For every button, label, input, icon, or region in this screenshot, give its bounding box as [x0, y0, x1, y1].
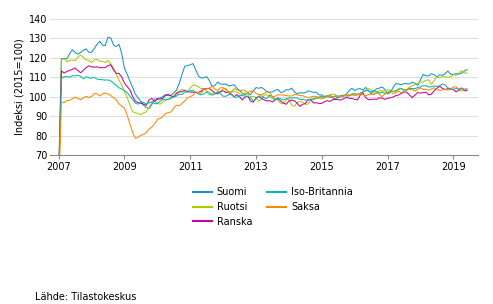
- Ranska: [395, 93, 401, 97]
- Iso-Britannia: [56, 183, 62, 187]
- Ranska: [56, 178, 62, 181]
- Saksa: [395, 89, 401, 93]
- Line: Ranska: Ranska: [59, 65, 467, 179]
- Line: Iso-Britannia: Iso-Britannia: [59, 75, 467, 185]
- Iso-Britannia: [220, 94, 226, 98]
- Saksa: [190, 94, 196, 97]
- Saksa: [341, 94, 347, 97]
- Ruotsi: [56, 175, 62, 178]
- Suomi: [464, 68, 470, 71]
- Text: Lähde: Tilastokeskus: Lähde: Tilastokeskus: [35, 292, 136, 302]
- Suomi: [220, 83, 226, 86]
- Line: Saksa: Saksa: [59, 86, 467, 196]
- Ruotsi: [395, 86, 401, 90]
- Ruotsi: [77, 53, 83, 57]
- Saksa: [272, 95, 278, 98]
- Ruotsi: [193, 84, 199, 87]
- Saksa: [56, 194, 62, 198]
- Suomi: [105, 35, 111, 39]
- Ruotsi: [289, 103, 295, 107]
- Suomi: [56, 174, 62, 178]
- Iso-Britannia: [395, 88, 401, 92]
- Saksa: [220, 86, 226, 89]
- Suomi: [341, 95, 347, 98]
- Suomi: [272, 88, 278, 92]
- Iso-Britannia: [75, 73, 81, 77]
- Iso-Britannia: [464, 88, 470, 92]
- Iso-Britannia: [193, 91, 199, 94]
- Iso-Britannia: [341, 94, 347, 97]
- Suomi: [193, 68, 199, 71]
- Ranska: [289, 98, 295, 102]
- Y-axis label: Indeksi (2015=100): Indeksi (2015=100): [15, 39, 25, 135]
- Suomi: [395, 82, 401, 86]
- Ranska: [464, 89, 470, 92]
- Ranska: [220, 89, 226, 92]
- Ruotsi: [464, 71, 470, 75]
- Saksa: [289, 94, 295, 98]
- Ruotsi: [341, 93, 347, 97]
- Line: Ruotsi: Ruotsi: [59, 55, 467, 177]
- Iso-Britannia: [272, 98, 278, 102]
- Line: Suomi: Suomi: [59, 37, 467, 176]
- Saksa: [464, 87, 470, 90]
- Saksa: [209, 84, 215, 88]
- Ranska: [108, 63, 114, 67]
- Ruotsi: [220, 87, 226, 91]
- Suomi: [289, 86, 295, 90]
- Ranska: [193, 91, 199, 94]
- Legend: Suomi, Ruotsi, Ranska, Iso-Britannia, Saksa: Suomi, Ruotsi, Ranska, Iso-Britannia, Sa…: [193, 187, 353, 227]
- Iso-Britannia: [289, 96, 295, 100]
- Ranska: [341, 97, 347, 100]
- Ranska: [272, 98, 278, 102]
- Ruotsi: [272, 97, 278, 101]
